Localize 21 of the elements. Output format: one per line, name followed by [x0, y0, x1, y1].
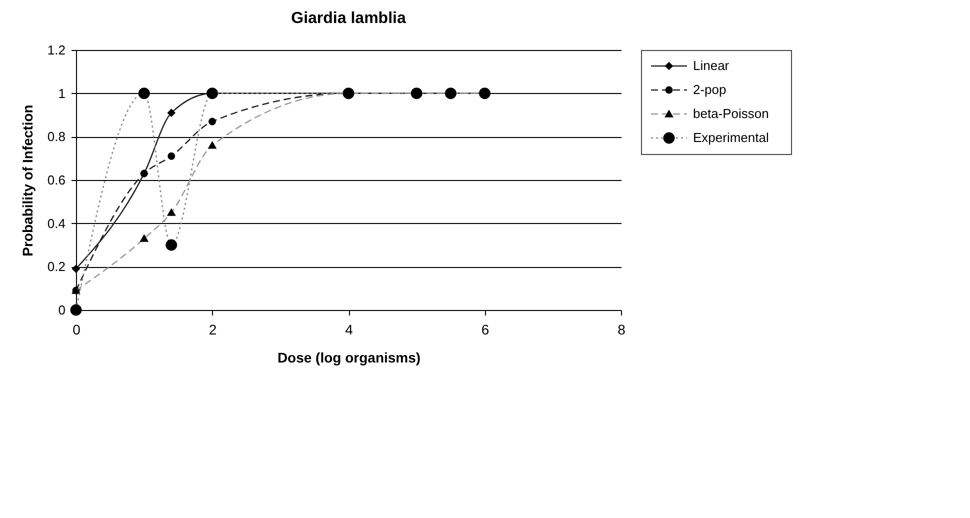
- point: [168, 109, 176, 117]
- y-tick-label: 0.4: [47, 216, 66, 231]
- legend-label: Experimental: [693, 130, 769, 145]
- x-tick-label: 4: [345, 322, 354, 338]
- y-tick-label: 0.6: [47, 172, 66, 188]
- x-tick-label: 8: [618, 322, 626, 338]
- x-axis-title: Dose (log organisms): [277, 350, 421, 366]
- x-tick-label: 2: [208, 322, 217, 338]
- x-tick-label: 6: [481, 322, 490, 338]
- legend-label: beta-Poisson: [693, 106, 769, 121]
- point: [140, 170, 148, 178]
- x-tick-label: 0: [72, 322, 81, 338]
- y-tick-label: 0.2: [47, 259, 66, 274]
- y-tick-label: 1: [58, 86, 66, 101]
- y-tick-label: 1.2: [47, 42, 66, 58]
- y-axis-title: Probability of Infection: [19, 104, 36, 256]
- legend-label: 2-pop: [693, 82, 726, 97]
- y-tick-label: 0: [58, 302, 66, 318]
- legend-label: Linear: [693, 58, 730, 73]
- chart-title: Giardia lamblia: [291, 10, 406, 27]
- y-tick-label: 0.8: [47, 129, 66, 144]
